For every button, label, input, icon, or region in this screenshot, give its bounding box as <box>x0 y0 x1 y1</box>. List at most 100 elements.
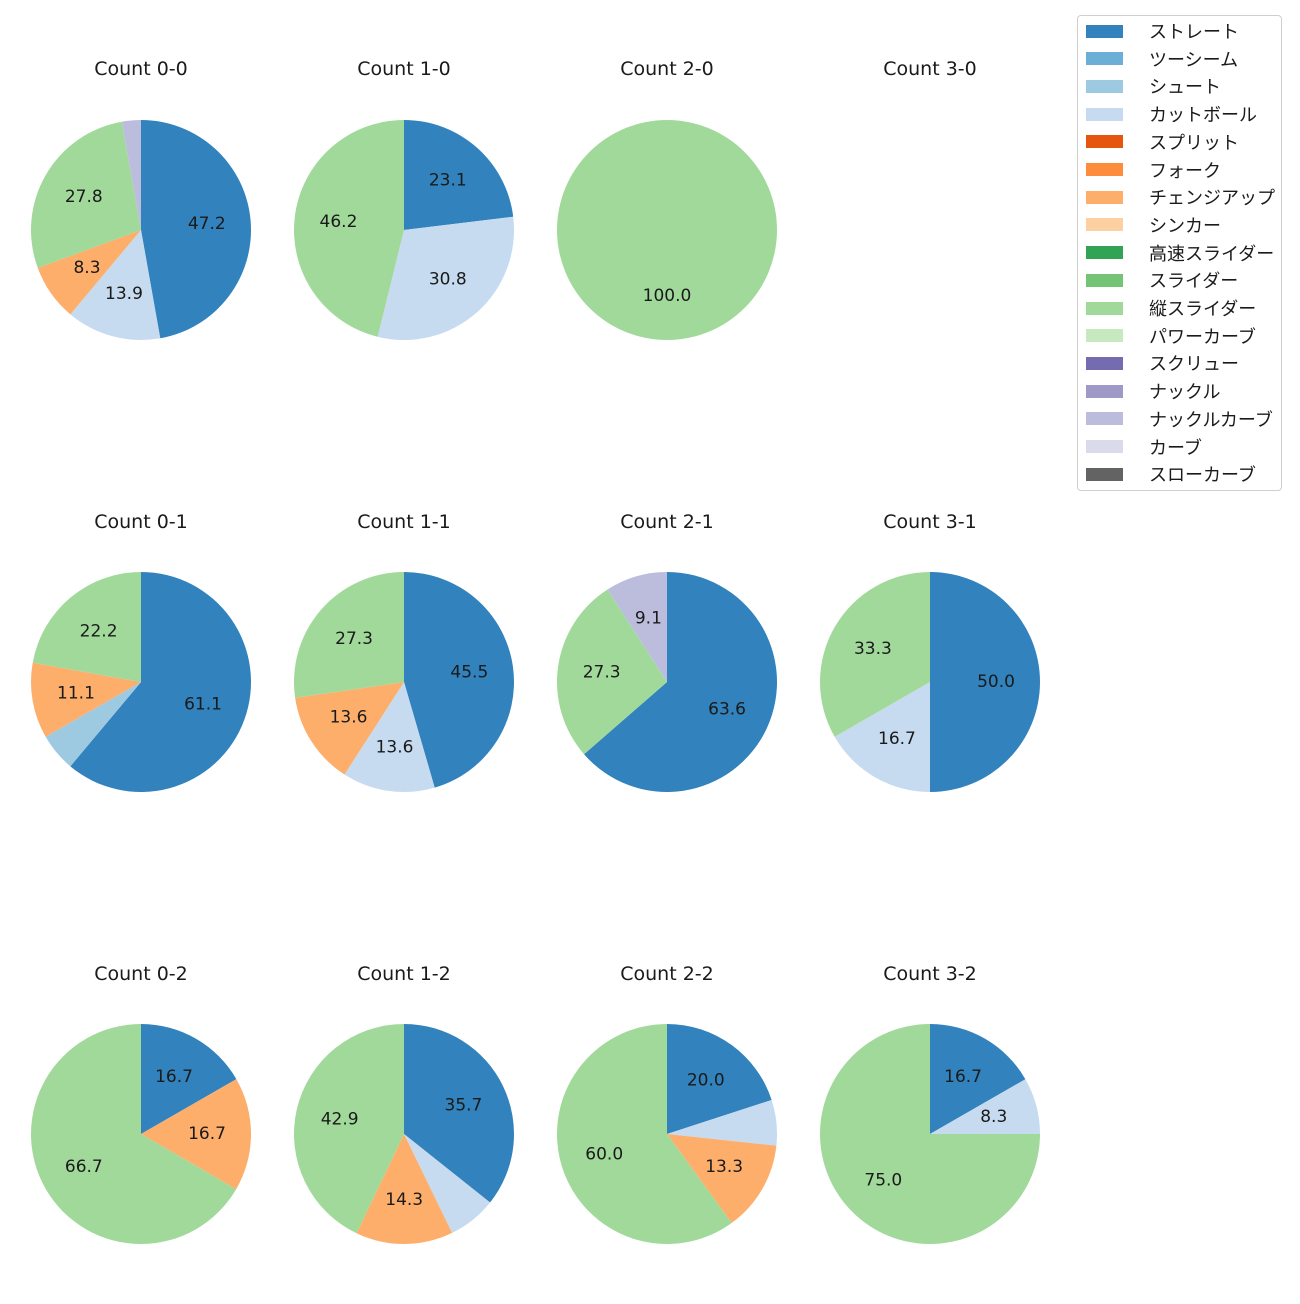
legend-item: ツーシーム <box>1086 48 1238 71</box>
pie-panel-count-0-0: Count 0-0 47.2 13.98.3 27.8 <box>31 58 251 340</box>
legend-label: カーブ <box>1149 437 1202 459</box>
pie-panel-count-3-0: Count 3-0 <box>883 58 977 80</box>
legend-swatch <box>1086 440 1123 453</box>
pie-slice-label: 13.6 <box>376 737 414 757</box>
legend-swatch <box>1086 246 1123 260</box>
pie-slice-カットボール <box>930 1079 1040 1134</box>
pie-slice-label: 11.1 <box>57 683 95 703</box>
legend-swatch <box>1086 412 1123 426</box>
pie-panel-count-1-1: Count 1-1 45.5 13.6 13.6 27.3 <box>294 511 515 792</box>
pie-slice-チェンジアップ <box>37 230 142 315</box>
pie-slice-label: 16.7 <box>944 1067 982 1087</box>
pie-panel-count-0-2: Count 0-2 16.7 16.7 66.7 <box>31 963 251 1244</box>
legend-label: カットボール <box>1149 105 1257 127</box>
legend-item: フォーク <box>1086 159 1221 182</box>
legend-item: チェンジアップ <box>1086 186 1275 210</box>
pie-slice-label: 60.0 <box>585 1144 623 1164</box>
legend-item: ストレート <box>1086 20 1239 43</box>
legend-swatch <box>1086 163 1123 176</box>
pie-slice-label: 27.3 <box>335 629 373 649</box>
pie-slice-縦スライダー <box>557 120 777 340</box>
pie-slice-縦スライダー <box>820 572 930 737</box>
pie-slice-チェンジアップ <box>667 1134 777 1223</box>
pie-panel-count-3-1: Count 3-1 50.0 16.7 33.3 <box>820 511 1040 792</box>
pie-slice-チェンジアップ <box>295 682 404 775</box>
pie-slice-label: 20.0 <box>687 1071 725 1091</box>
legend-swatch <box>1086 301 1123 315</box>
pie-panel-count-3-2: Count 3-2 16.7 8.3 75.0 <box>820 963 1040 1244</box>
pie-slice-ストレート <box>404 120 514 230</box>
pie-title: Count 3-0 <box>883 58 977 80</box>
pie-panel-count-1-0: Count 1-0 23.1 30.8 46.2 <box>293 58 514 340</box>
pie-slice-ストレート <box>667 1024 772 1134</box>
pie-slice-縦スライダー <box>294 1024 404 1234</box>
legend-item: 高速スライダー <box>1086 242 1275 265</box>
pie-slice-ナックルカーブ <box>607 572 667 682</box>
legend-item: ナックルカーブ <box>1086 408 1273 431</box>
legend-swatch <box>1086 135 1123 149</box>
legend-label: 縦スライダー <box>1149 299 1257 320</box>
pie-slice-label: 13.3 <box>705 1157 743 1177</box>
pie-slice-label: 35.7 <box>445 1095 483 1115</box>
pie-slice-ナックルカーブ <box>121 120 141 230</box>
pie-slice-チェンジアップ <box>30 662 142 737</box>
pie-slice-カットボール <box>377 216 514 340</box>
pie-title: Count 2-2 <box>620 963 714 985</box>
legend-label: パワーカーブ <box>1149 326 1256 348</box>
legend-label: シュート <box>1149 77 1221 99</box>
pie-slice-カットボール <box>667 1100 777 1146</box>
pie-slice-label: 27.3 <box>583 663 621 683</box>
legend-item: スライダー <box>1086 269 1238 292</box>
legend-swatch <box>1086 79 1123 93</box>
pie-slice-label: 8.3 <box>980 1107 1007 1127</box>
pie-slice-label: 23.1 <box>429 171 467 191</box>
pie-slice-カットボール <box>404 1134 491 1233</box>
pie-slice-label: 63.6 <box>708 699 746 719</box>
pie-slice-縦スライダー <box>294 572 404 698</box>
pie-slice-label: 16.7 <box>878 729 916 749</box>
pie-slice-label: 66.7 <box>65 1157 103 1177</box>
pie-slice-シュート <box>45 682 141 767</box>
pie-slice-label: 22.2 <box>80 621 118 641</box>
pie-panel-count-2-1: Count 2-1 63.6 27.3 9.1 <box>557 511 778 792</box>
pie-slice-label: 8.3 <box>73 258 100 278</box>
pie-slice-ストレート <box>404 1024 515 1203</box>
pie-slice-label: 50.0 <box>977 672 1015 692</box>
legend: ストレートツーシームシュートカットボール スプリットフォークチェンジアップ シンカー… <box>1077 15 1282 491</box>
legend-swatch <box>1086 218 1123 232</box>
pie-slice-label: 27.8 <box>65 187 103 207</box>
legend-item: カーブ <box>1086 436 1202 459</box>
pie-slice-縦スライダー <box>556 1024 732 1244</box>
legend-item: カットボール <box>1086 103 1257 127</box>
pie-title: Count 0-1 <box>94 511 188 533</box>
legend-label: ナックル <box>1149 382 1221 404</box>
pie-slice-縦スライダー <box>293 120 404 337</box>
pie-title: Count 0-0 <box>94 58 188 80</box>
pie-slice-label: 16.7 <box>155 1067 193 1087</box>
legend-swatch <box>1086 24 1123 38</box>
legend-item: シンカー <box>1086 214 1221 237</box>
legend-label: シンカー <box>1149 215 1221 237</box>
legend-label: チェンジアップ <box>1149 188 1275 210</box>
legend-item: ナックル <box>1086 380 1221 404</box>
pie-title: Count 2-0 <box>620 58 714 80</box>
legend-swatch <box>1086 190 1123 204</box>
pie-slice-label: 100.0 <box>643 286 692 306</box>
legend-label: 高速スライダー <box>1149 243 1275 265</box>
pie-panel-count-2-2: Count 2-2 20.0 13.3 60.0 <box>556 963 777 1244</box>
pie-panel-count-1-2: Count 1-2 35.7 14.3 42.9 <box>294 963 515 1244</box>
legend-label: スプリット <box>1149 132 1239 154</box>
pie-title: Count 3-1 <box>883 511 977 533</box>
pie-title: Count 1-1 <box>357 511 451 533</box>
pie-slice-label: 13.9 <box>105 284 143 304</box>
pie-slice-縦スライダー <box>32 572 141 682</box>
legend-item: スローカーブ <box>1086 463 1256 486</box>
pie-slice-ストレート <box>141 120 251 339</box>
legend-swatch <box>1086 52 1123 66</box>
pie-slice-チェンジアップ <box>141 1079 251 1190</box>
legend-swatch <box>1086 467 1123 481</box>
legend-item: シュート <box>1086 75 1221 99</box>
legend-item: スプリット <box>1086 131 1239 154</box>
